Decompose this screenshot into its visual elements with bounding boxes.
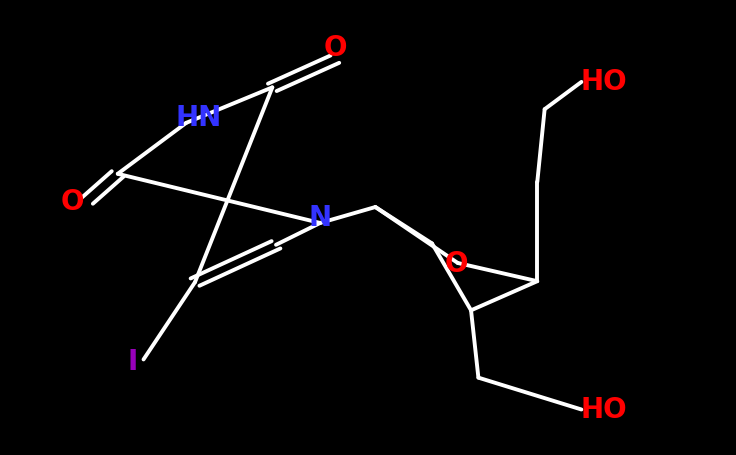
Text: N: N — [308, 204, 332, 233]
Text: HO: HO — [580, 395, 627, 424]
Text: I: I — [127, 348, 138, 376]
Text: HO: HO — [580, 68, 627, 96]
Text: O: O — [60, 188, 84, 217]
Text: O: O — [323, 34, 347, 62]
Text: HN: HN — [176, 104, 222, 132]
Text: O: O — [445, 250, 468, 278]
